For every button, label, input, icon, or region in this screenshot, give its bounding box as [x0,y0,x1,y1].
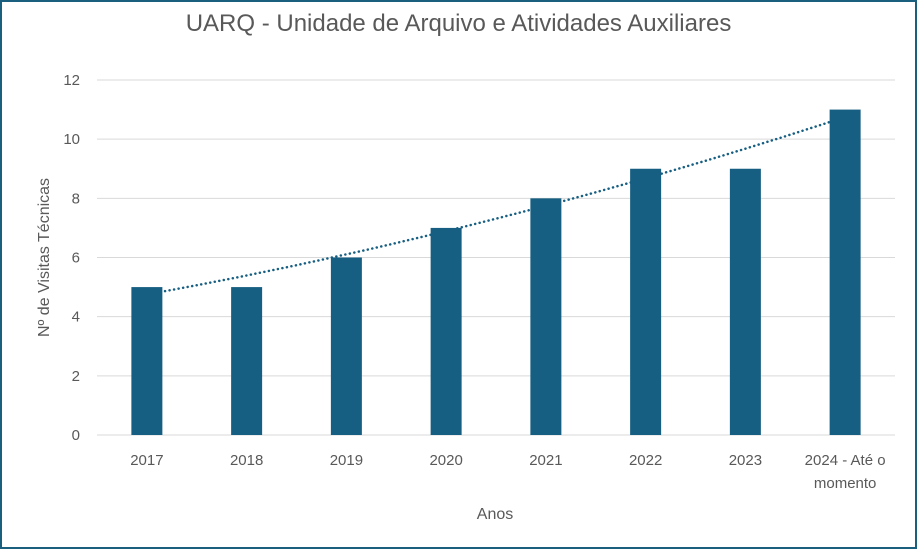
gridlines [97,79,895,436]
trendline-path [145,115,847,296]
bar [729,168,761,435]
bars [131,109,861,435]
y-tick-label: 2 [72,368,80,385]
x-tick-label: 2024 - Até o momento [805,452,886,492]
x-axis-title: Anos [477,506,513,523]
bar [231,287,263,435]
x-tick-label: 2023 [729,452,762,469]
bar [330,257,362,435]
x-tick-label: 2017 [130,452,163,469]
bar [829,109,861,435]
bar [131,287,163,435]
x-tick-label: 2019 [330,452,363,469]
trendline [145,115,847,296]
x-tick-label: 2020 [429,452,462,469]
y-tick-label: 12 [63,72,80,89]
y-tick-labels: 0 2 4 6 8 10 12 [63,72,80,444]
x-tick-label: 2021 [529,452,562,469]
y-tick-label: 4 [72,309,80,326]
chart-title: UARQ - Unidade de Arquivo e Atividades A… [185,10,732,37]
bar [530,198,562,435]
bar [630,168,662,435]
y-axis-title: Nº de Visitas Técnicas [36,178,53,337]
x-tick-labels: 2017 2018 2019 2020 2021 2022 2023 2024 - Até o… [130,452,885,492]
y-tick-label: 6 [72,250,80,267]
x-tick-label: 2018 [230,452,263,469]
y-tick-label: 8 [72,190,80,207]
y-tick-label: 10 [63,131,80,148]
x-tick-label: 2022 [629,452,662,469]
y-tick-label: 0 [72,427,80,444]
bar [430,227,462,435]
